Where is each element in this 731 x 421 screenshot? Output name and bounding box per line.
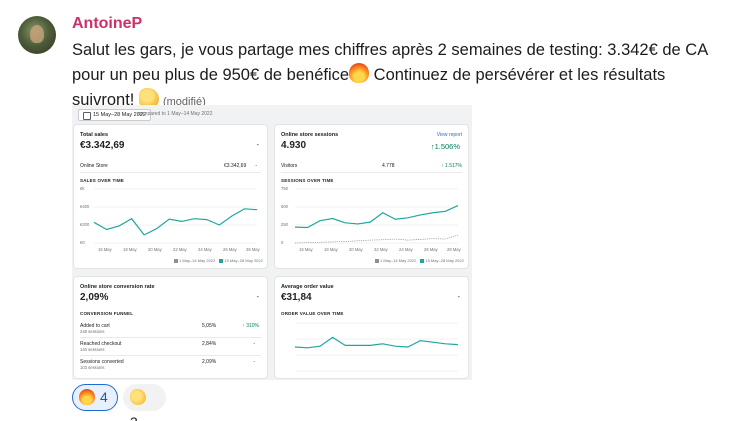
x-tick: 24 May (198, 247, 212, 252)
average-order-value-card: Average order value €31,84 - ORDER VALUE… (275, 277, 468, 378)
funnel-row-value: 2,84% (202, 341, 217, 347)
funnel-subtitle: CONVERSION FUNNEL (80, 311, 134, 316)
x-tick: 22 May (173, 247, 187, 252)
card-title: Online store sessions (281, 132, 339, 138)
funnel-row-value: 5,05% (202, 323, 217, 329)
x-tick: 26 May (424, 247, 438, 252)
sessions-card: Online store sessions View report 4.930 … (275, 125, 468, 268)
legend-swatch-previous (375, 258, 379, 263)
card-title: Total sales (80, 132, 109, 138)
card-change: ↑1.506% (430, 142, 460, 151)
card-value: €3.342,69 (80, 140, 125, 151)
funnel-row-change: - (253, 341, 255, 347)
x-tick: 16 May (299, 247, 313, 252)
funnel-row-sessions: 248 sessions (80, 329, 105, 334)
reaction-clap[interactable]: 3 (123, 384, 166, 421)
funnel-row-value: 2,09% (202, 359, 217, 365)
legend-swatch-current (219, 258, 224, 263)
legend-current: 15 May–28 May 2022 (224, 258, 263, 263)
x-tick: 22 May (374, 247, 388, 252)
author-name[interactable]: AntoineP (72, 15, 143, 32)
series-line-0 (294, 336, 459, 349)
card-title: Online store conversion rate (80, 284, 155, 290)
divider (80, 355, 261, 356)
funnel-row-label: Reached checkout (80, 341, 122, 347)
legend-previous: 1 May–14 May 2022 (179, 258, 216, 263)
divider (281, 172, 462, 173)
x-tick: 18 May (123, 247, 137, 252)
flexed-biceps-emoji-icon (138, 88, 159, 108)
x-tick: 20 May (148, 247, 162, 252)
y-tick: €k (80, 186, 85, 191)
conversion-rate-card: Online store conversion rate 2,09% - CON… (74, 277, 267, 378)
legend-swatch-current (420, 258, 425, 263)
dashboard-screenshot[interactable]: 15 May–28 May 2022 compared to 1 May–14 … (72, 105, 472, 380)
funnel-row-label: Added to cart (80, 323, 110, 329)
divider (80, 172, 261, 173)
card-title: Average order value (281, 284, 334, 290)
compare-label: compared to 1 May–14 May 2022 (138, 111, 213, 117)
series-line-0 (294, 205, 459, 229)
y-tick: €0 (80, 240, 85, 245)
funnel-row-change: - (253, 359, 255, 365)
card-value: 4.930 (281, 140, 307, 151)
card-change: - (256, 294, 259, 301)
y-tick: 0 (281, 240, 284, 245)
chart-subtitle: ORDER VALUE OVER TIME (281, 311, 344, 316)
row-value: €3.342,69 (224, 163, 247, 169)
chart-subtitle: SALES OVER TIME (80, 178, 125, 183)
funnel-row-sessions: 140 sessions (80, 347, 105, 352)
row-label: Visitors (281, 163, 298, 169)
y-tick: €200 (80, 222, 90, 227)
chart-legend: 1 May–14 May 2022 15 May–28 May 2022 (375, 258, 464, 263)
reaction-count: 3 (130, 414, 138, 421)
y-tick: 250 (281, 222, 288, 227)
reaction-fire[interactable]: 4 (72, 384, 118, 411)
x-tick: 28 May (447, 247, 461, 252)
chart-legend: 1 May–14 May 2022 15 May–28 May 2022 (174, 258, 263, 263)
message-text-part2: Continuez de persévérer et les résultats… (72, 66, 666, 109)
legend-swatch-previous (174, 258, 178, 263)
total-sales-card: Total sales €3.342,69 - Online Store €3.… (74, 125, 267, 268)
clapping-hands-emoji-icon (130, 389, 146, 405)
card-change: - (457, 294, 460, 301)
card-value: 2,09% (80, 292, 109, 303)
x-tick: 18 May (324, 247, 338, 252)
reaction-count: 4 (100, 389, 108, 405)
x-tick: 24 May (399, 247, 413, 252)
date-range-pill: 15 May–28 May 2022 (78, 109, 151, 121)
message-text-part1: Salut les gars, je vous partage mes chif… (72, 41, 708, 84)
row-value: 4.778 (382, 163, 395, 169)
avatar[interactable] (18, 16, 56, 54)
row-change: ↑ 1.517% (441, 163, 462, 169)
divider (80, 337, 261, 338)
series-line-0 (93, 208, 258, 236)
dashboard-toolbar: 15 May–28 May 2022 compared to 1 May–14 … (72, 105, 472, 125)
funnel-row-sessions: 103 sessions (80, 365, 105, 370)
x-tick: 20 May (349, 247, 363, 252)
fire-emoji-icon (79, 389, 95, 405)
y-tick: 750 (281, 186, 288, 191)
chart-subtitle: SESSIONS OVER TIME (281, 178, 334, 183)
row-label: Online Store (80, 163, 108, 169)
y-tick: €400 (80, 204, 90, 209)
x-tick: 28 May (246, 247, 260, 252)
sales-chart (93, 188, 258, 244)
view-report-link[interactable]: View report (436, 132, 462, 138)
legend-previous: 1 May–14 May 2022 (380, 258, 417, 263)
x-tick: 16 May (98, 247, 112, 252)
row-change: - (255, 163, 257, 169)
sessions-chart (294, 188, 459, 244)
legend-current: 15 May–28 May 2022 (425, 258, 464, 263)
card-change: - (256, 142, 259, 149)
order-value-chart (294, 322, 459, 372)
funnel-row-label: Sessions converted (80, 359, 124, 365)
fire-emoji-icon (349, 63, 370, 83)
message-text: Salut les gars, je vous partage mes chif… (72, 38, 722, 115)
series-line-1 (294, 234, 459, 244)
x-tick: 26 May (223, 247, 237, 252)
card-value: €31,84 (281, 292, 312, 303)
y-tick: 500 (281, 204, 288, 209)
funnel-row-change: ↑ 310% (242, 323, 259, 329)
